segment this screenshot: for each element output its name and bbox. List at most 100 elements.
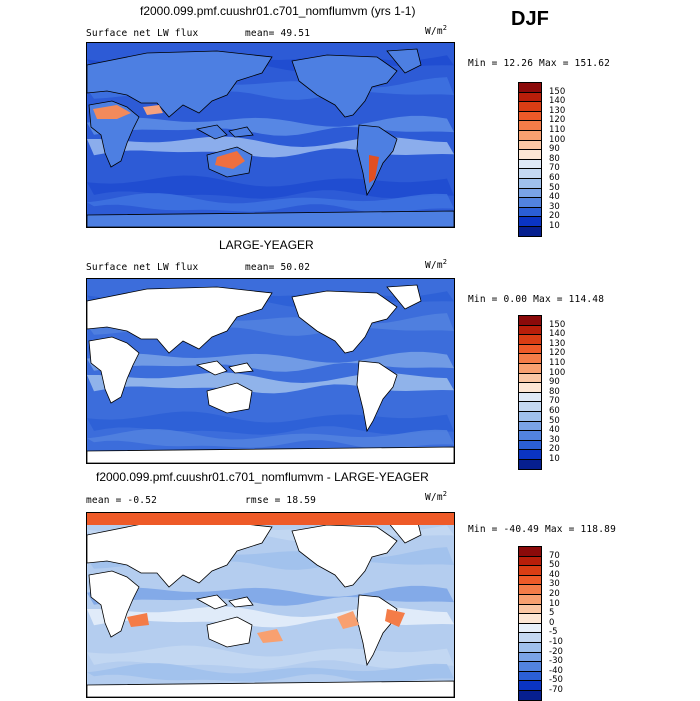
colorbar-label: 20	[549, 589, 560, 599]
warm-region	[93, 105, 131, 119]
colorbar-label: 40	[549, 569, 560, 580]
panel1-title: f2000.099.pmf.cuushr01.c701_nomflumvm (y…	[140, 4, 416, 18]
colorbar-label: -50	[549, 675, 563, 686]
colorbar-label: 70	[549, 396, 560, 407]
panel1-map	[86, 42, 455, 228]
colorbar-label: 80	[549, 386, 560, 397]
colorbar-label: -40	[549, 665, 563, 676]
colorbar-label: 100	[549, 134, 566, 145]
colorbar-label: 10	[549, 598, 560, 609]
panel3-map	[86, 512, 455, 698]
field-band	[87, 585, 454, 606]
colorbar-label: 20	[549, 444, 560, 455]
panel2-map	[86, 278, 455, 464]
colorbar-swatch	[518, 226, 542, 237]
field-band	[87, 645, 454, 669]
field-band	[87, 115, 454, 136]
continent	[87, 210, 454, 227]
positive-difference	[257, 629, 283, 643]
panel3-units: W/m2	[425, 490, 448, 504]
colorbar-label: -20	[549, 646, 563, 657]
colorbar-label: -10	[549, 637, 563, 647]
continent	[195, 124, 254, 140]
colorbar-label: -30	[549, 656, 563, 667]
field-band	[87, 411, 454, 435]
continent	[195, 360, 254, 376]
colorbar-label: 120	[549, 348, 566, 359]
panel3-minmax: Min = -40.49 Max = 118.89	[468, 524, 616, 535]
warm-region	[215, 151, 245, 169]
season-label: DJF	[511, 8, 549, 30]
colorbar-label: 10	[549, 221, 560, 231]
continent	[87, 680, 454, 697]
colorbar-label: 60	[549, 173, 560, 183]
panel3-rmse: rmse = 18.59	[245, 495, 317, 506]
colorbar-label: 100	[549, 367, 566, 378]
continent	[87, 446, 454, 463]
continent	[291, 290, 398, 354]
panel3-title: f2000.099.pmf.cuushr01.c701_nomflumvm - …	[96, 470, 429, 484]
colorbar-label: 140	[549, 329, 566, 340]
colorbar-label: 30	[549, 201, 560, 212]
colorbar-label: 40	[549, 192, 560, 203]
colorbar-label: 150	[549, 86, 566, 97]
colorbar-label: 10	[549, 454, 560, 464]
warm-region	[369, 155, 379, 183]
colorbar-label: 30	[549, 434, 560, 445]
colorbar-label: 50	[549, 560, 560, 571]
positive-difference	[385, 609, 405, 627]
colorbar-swatch	[518, 459, 542, 470]
colorbar-label: 140	[549, 96, 566, 107]
positive-difference	[337, 611, 359, 629]
colorbar-label: 70	[549, 550, 560, 561]
colorbar-label: 130	[549, 105, 566, 116]
field-band	[87, 663, 454, 683]
positive-difference	[127, 613, 149, 627]
continent	[291, 54, 398, 118]
panel3-mean: mean = -0.52	[86, 495, 158, 506]
panel2-units: W/m2	[425, 258, 448, 272]
field-band	[87, 175, 454, 199]
colorbar-swatch	[518, 690, 542, 701]
continent	[386, 48, 422, 74]
continent	[87, 286, 273, 354]
colorbar-label: 50	[549, 415, 560, 426]
warm-region	[143, 105, 163, 115]
colorbar-label: 120	[549, 115, 566, 126]
panel2-title: LARGE-YEAGER	[219, 238, 314, 252]
field-band	[87, 193, 454, 213]
panel1-field-label: Surface net LW flux	[86, 28, 199, 39]
colorbar-label: 80	[549, 153, 560, 164]
panel1-minmax: Min = 12.26 Max = 151.62	[468, 58, 611, 69]
continent	[88, 336, 140, 404]
continent	[356, 360, 398, 433]
panel2-mean: mean= 50.02	[245, 262, 311, 273]
colorbar-label: 50	[549, 182, 560, 193]
colorbar-label: -70	[549, 685, 563, 695]
colorbar-label: 0	[549, 617, 555, 628]
panel1-units: W/m2	[425, 24, 448, 38]
continent	[386, 284, 422, 310]
panel2-minmax: Min = 0.00 Max = 114.48	[468, 294, 605, 305]
colorbar-label: 40	[549, 425, 560, 436]
colorbar-label: 20	[549, 211, 560, 222]
panel1-mean: mean= 49.51	[245, 28, 311, 39]
colorbar-label: -5	[549, 627, 558, 638]
colorbar-label: 150	[549, 319, 566, 330]
arctic-difference	[87, 513, 454, 525]
colorbar-label: 110	[549, 358, 566, 368]
field-band	[87, 429, 454, 449]
continent	[291, 524, 398, 588]
continent	[87, 50, 273, 118]
continent	[195, 594, 254, 610]
panel2-field-label: Surface net LW flux	[86, 262, 199, 273]
colorbar-label: 30	[549, 579, 560, 590]
colorbar-label: 130	[549, 338, 566, 349]
colorbar-label: 90	[549, 377, 560, 388]
field-band	[87, 351, 454, 372]
continent	[206, 616, 253, 648]
colorbar-label: 70	[549, 163, 560, 174]
continent	[206, 382, 253, 414]
colorbar-label: 110	[549, 125, 566, 135]
continent	[88, 570, 140, 638]
